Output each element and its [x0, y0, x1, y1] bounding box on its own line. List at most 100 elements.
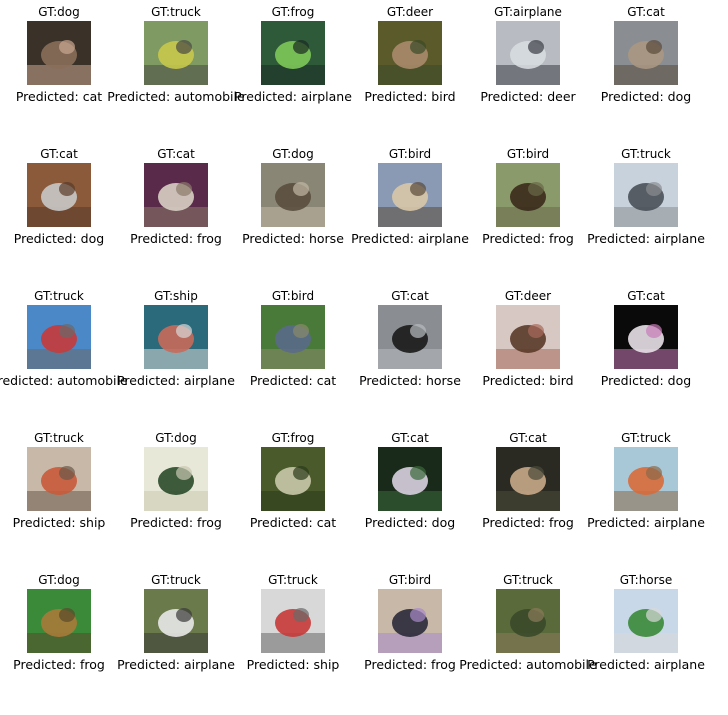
- ground-truth-label: GT:dog: [38, 573, 80, 587]
- ground-truth-label: GT:deer: [504, 289, 552, 303]
- truck-detail: [59, 466, 75, 480]
- image-foreground-band: [261, 65, 325, 85]
- bird-detail: [410, 608, 426, 622]
- ground-truth-label: GT:truck: [621, 431, 671, 445]
- sample-cell: GT:dog Predicted: cat: [0, 5, 118, 147]
- predicted-label: Predicted: frog: [364, 657, 456, 672]
- sample-image: [144, 447, 208, 511]
- cat-thumbnail: [496, 447, 560, 511]
- sample-image: [27, 589, 91, 653]
- sample-image: [378, 163, 442, 227]
- predicted-label: Predicted: airplane: [117, 657, 235, 672]
- sample-cell: GT:frog Predicted: airplane: [234, 5, 352, 147]
- cat-detail: [176, 182, 192, 196]
- airplane-thumbnail: [496, 21, 560, 85]
- sample-image: [261, 447, 325, 511]
- ground-truth-label: GT:dog: [272, 147, 314, 161]
- sample-cell: GT:bird Predicted: cat: [234, 289, 352, 431]
- sample-image: [614, 305, 678, 369]
- image-foreground-band: [144, 65, 208, 85]
- truck-detail: [176, 40, 192, 54]
- sample-image: [27, 305, 91, 369]
- image-foreground-band: [27, 65, 91, 85]
- predicted-label: Predicted: ship: [12, 515, 106, 530]
- frog-thumbnail: [261, 21, 325, 85]
- image-foreground-band: [496, 491, 560, 511]
- truck-detail: [646, 466, 662, 480]
- ground-truth-label: GT:deer: [386, 5, 434, 19]
- truck-thumbnail: [496, 589, 560, 653]
- bird-thumbnail: [378, 163, 442, 227]
- image-foreground-band: [261, 349, 325, 369]
- sample-image: [496, 21, 560, 85]
- image-foreground-band: [378, 633, 442, 653]
- predicted-label: Predicted: cat: [249, 373, 337, 388]
- predicted-label: Predicted: airplane: [234, 89, 352, 104]
- image-foreground-band: [261, 491, 325, 511]
- predicted-label: Predicted: dog: [364, 515, 456, 530]
- sample-cell: GT:horse Predicted: airplane: [587, 573, 705, 715]
- predicted-label: Predicted: cat: [15, 89, 103, 104]
- ground-truth-label: GT:truck: [151, 5, 201, 19]
- cat-thumbnail: [27, 163, 91, 227]
- sample-image: [144, 589, 208, 653]
- ship-detail: [176, 324, 192, 338]
- ground-truth-label: GT:truck: [503, 573, 553, 587]
- horse-detail: [646, 608, 662, 622]
- image-foreground-band: [27, 207, 91, 227]
- sample-image: [261, 305, 325, 369]
- image-foreground-band: [27, 491, 91, 511]
- predicted-label: Predicted: airplane: [351, 231, 469, 246]
- cat-thumbnail: [144, 163, 208, 227]
- image-foreground-band: [144, 491, 208, 511]
- cat-detail: [410, 324, 426, 338]
- cat-thumbnail: [614, 21, 678, 85]
- sample-image: [378, 447, 442, 511]
- sample-cell: GT:truck Predicted: ship: [234, 573, 352, 715]
- sample-cell: GT:cat Predicted: dog: [587, 5, 705, 147]
- image-foreground-band: [27, 633, 91, 653]
- ground-truth-label: GT:bird: [388, 573, 432, 587]
- image-foreground-band: [27, 349, 91, 369]
- sample-cell: GT:dog Predicted: frog: [0, 573, 118, 715]
- ground-truth-label: GT:truck: [268, 573, 318, 587]
- frog-detail: [293, 466, 309, 480]
- cat-detail: [59, 182, 75, 196]
- ground-truth-label: GT:bird: [506, 147, 550, 161]
- predicted-label: Predicted: dog: [600, 373, 692, 388]
- dog-detail: [293, 182, 309, 196]
- sample-cell: GT:deer Predicted: bird: [469, 289, 587, 431]
- ground-truth-label: GT:truck: [151, 573, 201, 587]
- cat-detail: [646, 40, 662, 54]
- frog-detail: [293, 40, 309, 54]
- cat-thumbnail: [614, 305, 678, 369]
- image-foreground-band: [496, 65, 560, 85]
- image-foreground-band: [261, 633, 325, 653]
- ship-thumbnail: [144, 305, 208, 369]
- dog-thumbnail: [27, 21, 91, 85]
- dog-thumbnail: [261, 163, 325, 227]
- ground-truth-label: GT:airplane: [494, 5, 562, 19]
- frog-thumbnail: [261, 447, 325, 511]
- sample-image: [378, 305, 442, 369]
- sample-cell: GT:cat Predicted: frog: [117, 147, 235, 289]
- sample-image: [261, 21, 325, 85]
- ground-truth-label: GT:frog: [271, 431, 315, 445]
- cat-thumbnail: [378, 305, 442, 369]
- truck-detail: [528, 608, 544, 622]
- sample-cell: GT:cat Predicted: dog: [351, 431, 469, 573]
- predicted-label: Predicted: frog: [130, 231, 222, 246]
- ground-truth-label: GT:frog: [271, 5, 315, 19]
- deer-detail: [528, 324, 544, 338]
- deer-thumbnail: [496, 305, 560, 369]
- predicted-label: Predicted: frog: [482, 231, 574, 246]
- sample-image: [614, 21, 678, 85]
- predicted-label: Predicted: dog: [13, 231, 105, 246]
- image-foreground-band: [614, 491, 678, 511]
- sample-image: [496, 163, 560, 227]
- image-foreground-band: [378, 349, 442, 369]
- bird-thumbnail: [496, 163, 560, 227]
- ground-truth-label: GT:bird: [388, 147, 432, 161]
- sample-image: [261, 589, 325, 653]
- truck-thumbnail: [614, 163, 678, 227]
